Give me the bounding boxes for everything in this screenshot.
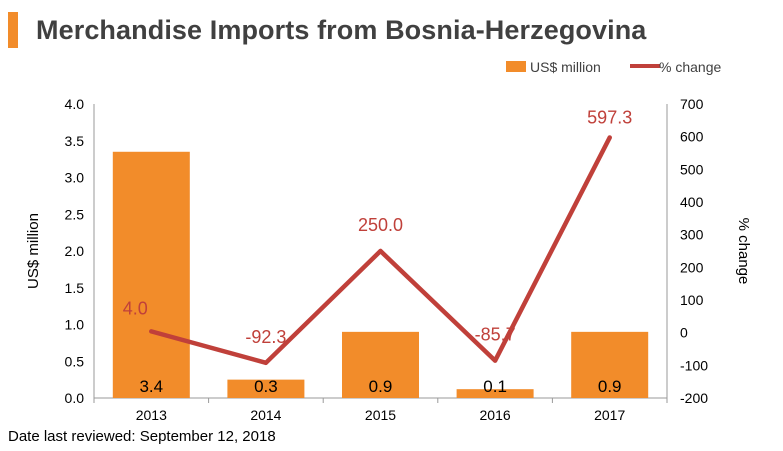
x-tick-label: 2013	[136, 407, 167, 423]
x-tick-label: 2017	[594, 407, 625, 423]
legend-label-line: % change	[659, 59, 721, 75]
line-point	[149, 329, 154, 334]
bar	[227, 379, 305, 398]
y-tick-right: 700	[680, 96, 704, 112]
chart-legend: US$ million % change	[506, 59, 721, 75]
y-tick-left: 1.5	[65, 280, 85, 296]
bar	[342, 331, 419, 398]
line-point	[493, 358, 498, 363]
title-accent-bar	[8, 12, 18, 48]
x-tick-label: 2015	[365, 407, 396, 423]
line-series	[149, 135, 612, 366]
page-title: Merchandise Imports from Bosnia-Herzegov…	[36, 15, 647, 45]
line-value-label: 4.0	[123, 298, 148, 318]
data-labels: 3.4 0.3 0.9 0.1 0.9 4.0 -92.3 250.0 -85.7 597.3	[123, 108, 632, 396]
line-value-label: -92.3	[245, 327, 286, 347]
bar-value-label: 0.3	[254, 377, 278, 396]
y-tick-right: 200	[680, 259, 704, 275]
y-tick-right: 300	[680, 227, 704, 243]
y-tick-left: 4.0	[65, 96, 85, 112]
y-tick-left: 1.0	[65, 317, 85, 333]
y-tick-left: 0.5	[65, 353, 85, 369]
combo-chart: US$ million % change 4.0 3.5 3.0 2.5 2.0 1.5 1.…	[25, 59, 752, 423]
bar-value-label: 0.9	[598, 377, 622, 396]
y-axis-right-title: % change	[735, 218, 752, 285]
chart-axes: 4.0 3.5 3.0 2.5 2.0 1.5 1.0 0.5 0.0 700 600 500 400 3…	[25, 96, 752, 423]
y-tick-left: 3.0	[65, 170, 85, 186]
bar-series	[112, 151, 649, 398]
y-tick-right: 0	[680, 325, 688, 341]
line-value-label: 597.3	[587, 108, 632, 128]
line-value-label: 250.0	[358, 215, 403, 235]
bar	[571, 331, 649, 398]
y-axis-left-title: US$ million	[25, 213, 42, 289]
y-tick-left: 0.0	[65, 390, 85, 406]
y-tick-left: 2.0	[65, 243, 85, 259]
line-point	[607, 135, 612, 140]
x-tick-label: 2016	[480, 407, 511, 423]
y-tick-right: 400	[680, 194, 704, 210]
bar	[112, 151, 190, 398]
footer-note: Date last reviewed: September 12, 2018	[8, 428, 276, 445]
bar-value-label: 3.4	[139, 377, 163, 396]
y-tick-left: 2.5	[65, 206, 85, 222]
y-tick-right: -100	[680, 357, 708, 373]
legend-swatch-bar	[506, 61, 526, 72]
x-tick-label: 2014	[250, 407, 281, 423]
y-tick-right: 100	[680, 292, 704, 308]
legend-label-bar: US$ million	[530, 59, 601, 75]
line-point	[378, 249, 383, 253]
line-point	[263, 360, 268, 365]
bar-value-label: 0.1	[483, 377, 507, 396]
y-tick-right: 500	[680, 161, 704, 177]
y-tick-left: 3.5	[65, 133, 85, 149]
y-tick-right: 600	[680, 129, 704, 145]
line-value-label: -85.7	[475, 325, 516, 345]
bar	[456, 389, 534, 398]
bar-value-label: 0.9	[369, 377, 393, 396]
y-tick-right: -200	[680, 390, 708, 406]
